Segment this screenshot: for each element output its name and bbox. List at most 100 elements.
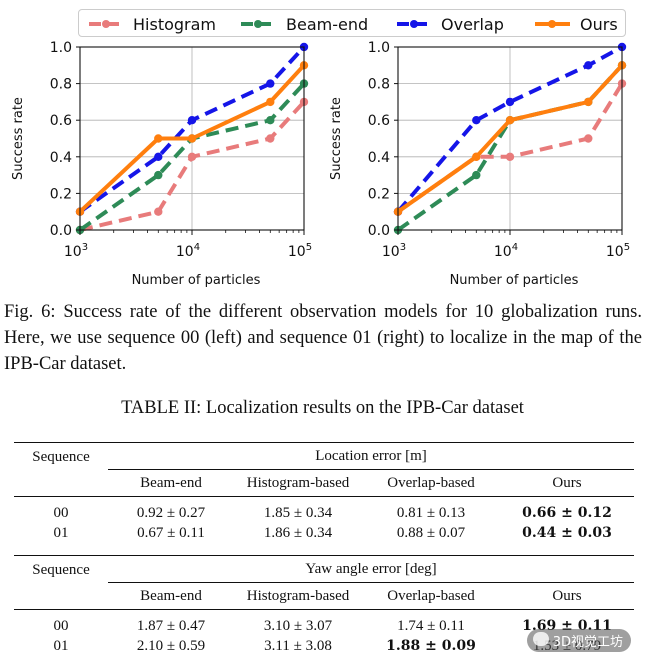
legend-item-overlap: Overlap	[397, 15, 504, 34]
data-point-histogram	[505, 152, 515, 161]
legend-marker-histogram	[102, 20, 110, 28]
column-header-overlap: Overlap-based	[362, 469, 500, 497]
table-cell: 0.67 ± 0.11	[137, 524, 205, 541]
data-point-overlap	[187, 116, 197, 125]
column-header-ours: Ours	[500, 469, 634, 497]
legend-item-beam-end: Beam-end	[241, 15, 368, 34]
legend-label-beam-end: Beam-end	[286, 15, 368, 34]
table-cell: 1.74 ± 0.11	[397, 617, 465, 634]
data-point-beam-end	[266, 116, 275, 125]
figure-caption: Fig. 6: Success rate of the different ob…	[4, 302, 642, 374]
wechat-icon	[532, 632, 549, 646]
y-tick-label: 0.0	[368, 223, 390, 239]
x-tick-label: 104	[176, 242, 200, 260]
sequence-header: Sequence	[32, 562, 90, 578]
table-cell: 0.88 ± 0.07	[396, 524, 466, 541]
y-tick-label: 0.4	[368, 150, 390, 166]
chart-left: 0.0 0.2 0.4 0.6 0.8 1.0 103 104 105 Number of par…	[11, 40, 312, 288]
legend-label-overlap: Overlap	[441, 15, 504, 34]
yaw-error-header: Yaw angle error [deg]	[305, 560, 437, 577]
y-tick-label: 0.2	[50, 186, 72, 202]
data-point-overlap	[584, 61, 593, 70]
data-point-ours	[266, 97, 275, 107]
data-point-overlap	[266, 79, 275, 88]
y-axis-label: Success rate	[11, 97, 26, 180]
table-cell-best: 0.44 ± 0.03	[522, 525, 612, 541]
column-header-row: Beam-end Histogram-based Overlap-based O…	[14, 582, 634, 610]
table-row: 01 0.67 ± 0.11 1.86 ± 0.34 0.88 ± 0.07 0…	[14, 523, 634, 547]
chart-right: 0.0 0.2 0.4 0.6 0.8 1.0 103 104 105 Number of par…	[329, 40, 630, 288]
table-cell: 0.92 ± 0.27	[136, 504, 206, 521]
y-tick-label: 0.6	[368, 113, 390, 129]
table-cell: 3.11 ± 3.08	[264, 637, 332, 654]
column-header-ours: Ours	[500, 582, 634, 610]
watermark-text: 3D视觉工坊	[552, 635, 623, 650]
data-point-overlap	[505, 97, 515, 107]
table-cell-best: 0.66 ± 0.12	[522, 505, 612, 521]
data-point-ours	[154, 134, 163, 143]
data-point-ours	[472, 152, 481, 161]
column-header-beam-end: Beam-end	[108, 469, 234, 497]
table-header-row: Sequence Location error [m]	[14, 442, 634, 470]
table-cell-best: 1.88 ± 0.09	[386, 638, 476, 654]
column-header-beam-end: Beam-end	[108, 582, 234, 610]
yaw-error-table: Sequence Yaw angle error [deg] Beam-end …	[14, 555, 634, 656]
legend-marker-overlap	[410, 20, 418, 28]
y-axis-label: Success rate	[329, 97, 344, 180]
column-header-histogram: Histogram-based	[234, 469, 362, 497]
location-error-table: Sequence Location error [m] Beam-end His…	[14, 442, 634, 547]
x-tick-label: 103	[382, 242, 406, 260]
y-tick-label: 0.2	[368, 186, 390, 202]
column-header-row: Beam-end Histogram-based Overlap-based O…	[14, 469, 634, 497]
data-point-overlap	[472, 116, 481, 125]
data-point-beam-end	[154, 170, 163, 180]
sequence-cell: 01	[53, 524, 69, 541]
data-point-histogram	[584, 134, 593, 143]
sequence-cell: 00	[53, 504, 69, 521]
chart-legend: Histogram Beam-end Overlap Ours	[78, 9, 626, 37]
y-tick-label: 0.8	[368, 77, 390, 93]
sequence-cell: 01	[53, 637, 69, 654]
legend-marker-beam-end	[254, 20, 262, 28]
sequence-header: Sequence	[32, 449, 90, 465]
x-axis-label: Number of particles	[132, 273, 261, 288]
data-point-ours	[505, 116, 515, 125]
column-header-overlap: Overlap-based	[362, 582, 500, 610]
table-cell: 1.86 ± 0.34	[263, 524, 333, 541]
table-title: TABLE II: Localization results on the IP…	[121, 398, 524, 418]
x-tick-label: 103	[64, 242, 88, 260]
x-tick-label: 105	[606, 242, 630, 260]
data-point-beam-end	[472, 170, 481, 180]
data-point-histogram	[187, 152, 197, 161]
legend-label-ours: Ours	[580, 15, 618, 34]
data-point-ours	[584, 97, 593, 107]
watermark: 3D视觉工坊	[526, 629, 631, 652]
y-tick-label: 0.4	[50, 150, 72, 166]
table-row: 00 0.92 ± 0.27 1.85 ± 0.34 0.81 ± 0.13 0…	[14, 496, 634, 524]
table-cell: 1.87 ± 0.47	[136, 617, 206, 634]
data-point-histogram	[154, 207, 163, 216]
table-cell: 2.10 ± 0.59	[136, 637, 206, 654]
x-axis-label: Number of particles	[450, 273, 579, 288]
sequence-cell: 00	[53, 617, 69, 634]
y-tick-label: 0.8	[50, 77, 72, 93]
column-header-histogram: Histogram-based	[234, 582, 362, 610]
legend-marker-ours	[548, 20, 556, 28]
legend-svg: Histogram Beam-end Overlap Ours	[89, 15, 618, 34]
table-header-row: Sequence Yaw angle error [deg]	[14, 555, 634, 583]
data-point-ours	[187, 134, 197, 143]
data-point-overlap	[154, 152, 163, 161]
y-tick-label: 1.0	[50, 40, 72, 56]
table-cell: 1.85 ± 0.34	[263, 504, 333, 521]
legend-item-ours: Ours	[535, 15, 618, 34]
y-tick-label: 0.0	[50, 223, 72, 239]
legend-item-histogram: Histogram	[89, 15, 216, 34]
location-error-header: Location error [m]	[315, 447, 427, 464]
table-cell: 0.81 ± 0.13	[396, 504, 466, 521]
x-tick-label: 104	[494, 242, 518, 260]
y-tick-label: 0.6	[50, 113, 72, 129]
y-tick-label: 1.0	[368, 40, 390, 56]
series-line-overlap	[396, 45, 623, 214]
data-point-histogram	[266, 134, 275, 143]
x-tick-label: 105	[288, 242, 312, 260]
